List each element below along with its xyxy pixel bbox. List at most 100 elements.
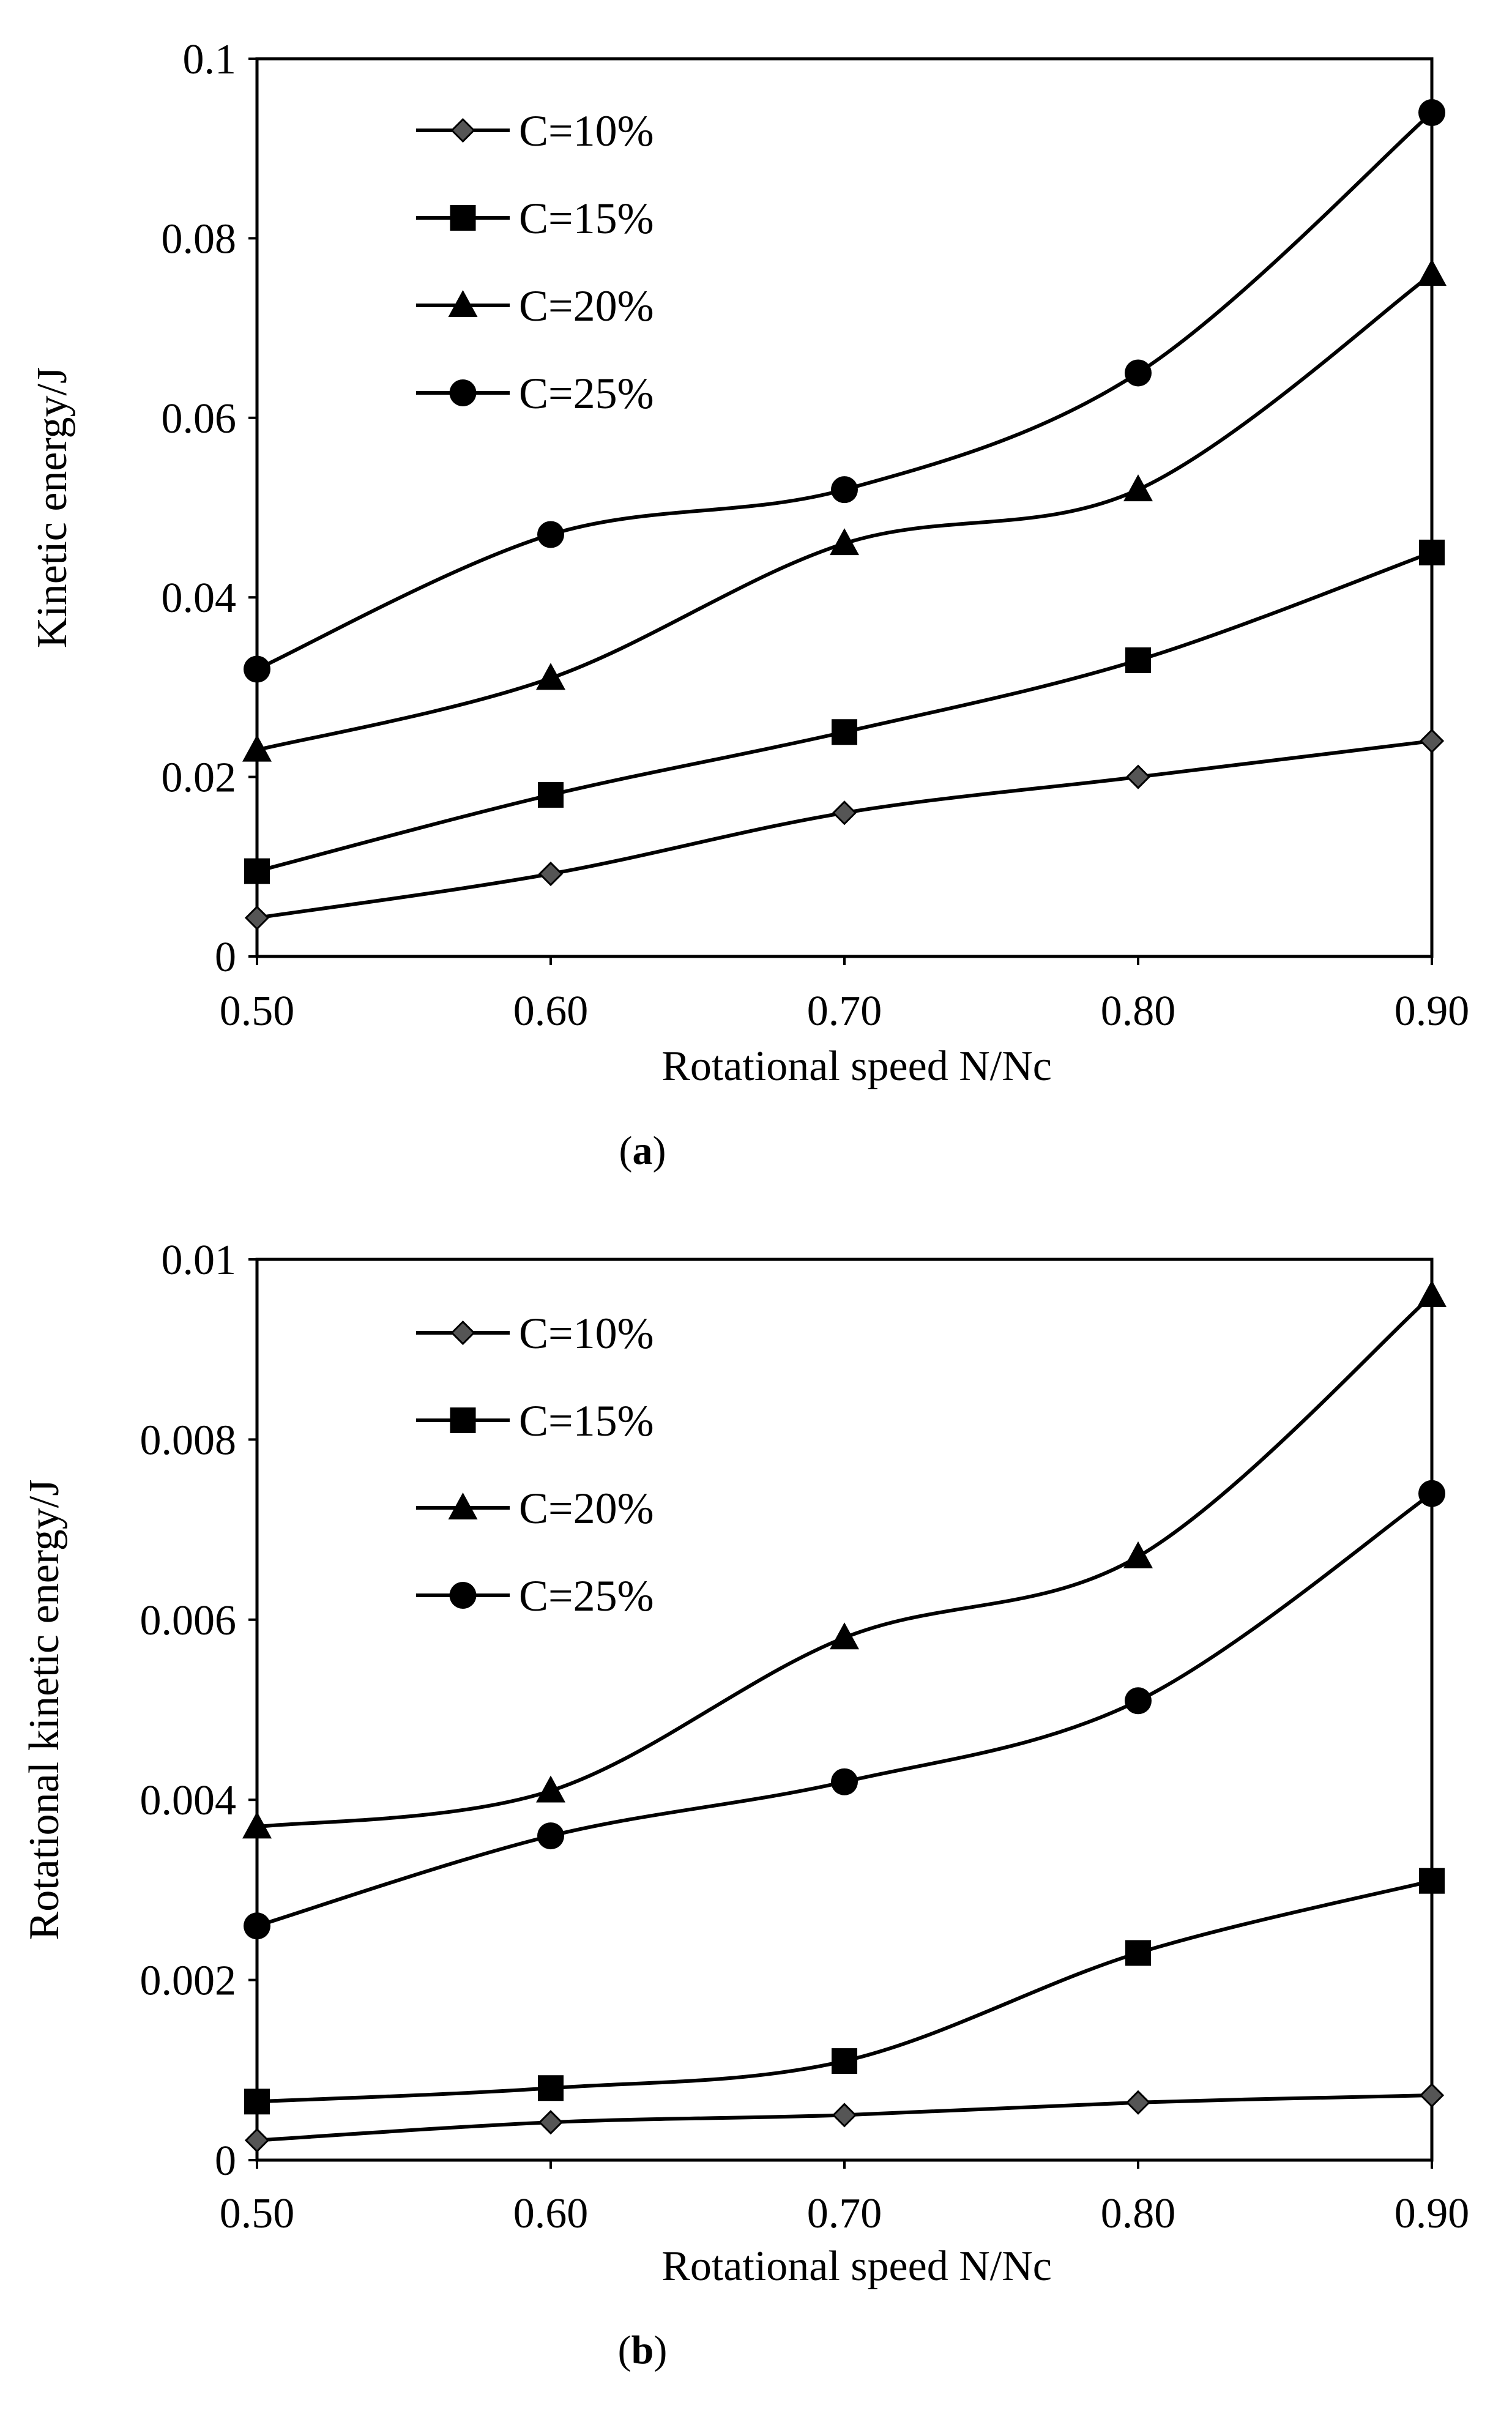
y-tick-label: 0.08 [162, 215, 237, 263]
data-point [1417, 1280, 1447, 1307]
series-line [256, 111, 1433, 671]
legend-marker [450, 117, 475, 143]
legend: C=10% C=15% C=20% C=25% [416, 1309, 654, 1620]
data-point [244, 2089, 270, 2115]
legend-label: C=15% [519, 1396, 654, 1445]
data-point [1125, 1687, 1152, 1715]
data-point [831, 1768, 858, 1795]
series-line [256, 272, 1433, 752]
y-tick-label: 0.01 [162, 1237, 237, 1284]
data-point [242, 1811, 272, 1839]
legend-marker [449, 1582, 477, 1609]
data-point [1125, 764, 1151, 789]
data-point [831, 476, 858, 504]
series-circle [244, 99, 1445, 683]
data-point [830, 1622, 859, 1650]
data-point [1125, 1940, 1151, 1966]
series-square [244, 539, 1445, 884]
x-axis-title: Rotational speed N/Nc [661, 2243, 1052, 2290]
series-triangle [242, 1280, 1447, 1839]
data-point [538, 2110, 564, 2135]
legend-label: C=25% [519, 1571, 654, 1620]
y-axis-title: Kinetic energy/J [29, 367, 76, 648]
chart-panel-a: 0 0.02 0.04 0.06 0.08 0.1 0.50 0.60 0.70 0.80 0.90… [29, 36, 1469, 1173]
data-point [1123, 1541, 1153, 1568]
series-line [256, 1492, 1433, 1928]
data-point [832, 2048, 857, 2074]
legend-marker [448, 290, 478, 317]
data-point [832, 800, 857, 826]
panel-label: (b) [618, 2328, 668, 2372]
data-point [537, 521, 564, 548]
series-square [244, 1868, 1445, 2115]
data-point [1125, 2090, 1151, 2115]
data-point [832, 719, 857, 745]
data-point [537, 1822, 564, 1850]
x-axis-title: Rotational speed N/Nc [661, 1043, 1052, 1090]
data-point [1125, 359, 1152, 387]
legend-marker [450, 1320, 475, 1346]
data-point [1123, 474, 1153, 502]
x-tick-label: 0.90 [1395, 988, 1470, 1035]
data-point [1419, 539, 1445, 565]
data-point [1419, 728, 1445, 754]
legend-label: C=20% [519, 281, 654, 330]
series-line [256, 1294, 1433, 1829]
panel-label: (a) [619, 1128, 666, 1173]
data-point [244, 858, 270, 884]
series-triangle [242, 259, 1447, 762]
legend-marker [449, 379, 477, 406]
data-point [538, 2075, 564, 2101]
legend-label: C=20% [519, 1484, 654, 1533]
y-tick-label: 0 [215, 2137, 236, 2185]
plot-frame [255, 1258, 1434, 2162]
data-point [242, 734, 272, 762]
legend-label: C=25% [519, 369, 654, 418]
legend-label: C=15% [519, 194, 654, 243]
x-tick-label: 0.60 [513, 2190, 589, 2237]
x-tick-label: 0.50 [220, 2190, 295, 2237]
y-tick-label: 0.002 [140, 1958, 237, 2005]
chart-panel-b: 0 0.002 0.004 0.006 0.008 0.01 0.50 0.60 0.70 0.8… [21, 1237, 1469, 2372]
series-line [256, 739, 1432, 920]
data-point [244, 1912, 270, 1940]
series-circle [244, 1480, 1445, 1940]
data-point [832, 2103, 857, 2128]
x-tick-label: 0.60 [513, 988, 589, 1035]
y-tick-label: 0.04 [162, 575, 237, 622]
data-point [538, 781, 564, 808]
x-tick-label: 0.90 [1395, 2190, 1470, 2237]
legend-marker [448, 1493, 478, 1519]
data-point [536, 1775, 565, 1803]
y-tick-label: 0.008 [140, 1417, 237, 1464]
x-tick-label: 0.80 [1101, 988, 1176, 1035]
y-axis-title: Rotational kinetic energy/J [21, 1480, 68, 1940]
legend-marker [450, 205, 476, 231]
data-point [830, 528, 859, 556]
y-tick-label: 0.1 [183, 36, 237, 83]
data-point [1125, 647, 1151, 673]
data-point [1419, 1868, 1445, 1894]
series-diamond [244, 2082, 1445, 2153]
x-tick-label: 0.50 [220, 988, 295, 1035]
data-point [1418, 99, 1445, 127]
legend-label: C=10% [519, 106, 654, 155]
y-tick-label: 0.006 [140, 1597, 237, 1644]
series-diamond [244, 728, 1445, 931]
data-point [536, 663, 565, 690]
data-point [1418, 1480, 1445, 1507]
data-point [244, 655, 270, 683]
data-point [244, 905, 270, 931]
y-tick-label: 0 [215, 934, 236, 981]
data-point [1417, 259, 1447, 286]
x-tick-label: 0.70 [807, 2190, 882, 2237]
y-tick-label: 0.06 [162, 395, 237, 442]
y-tick-label: 0.004 [140, 1777, 237, 1824]
legend-marker [450, 1407, 476, 1433]
legend: C=10% C=15% C=20% C=25% [416, 106, 654, 418]
x-tick-label: 0.80 [1101, 2190, 1176, 2237]
x-tick-label: 0.70 [807, 988, 882, 1035]
data-point [1419, 2082, 1445, 2108]
legend-label: C=10% [519, 1309, 654, 1358]
